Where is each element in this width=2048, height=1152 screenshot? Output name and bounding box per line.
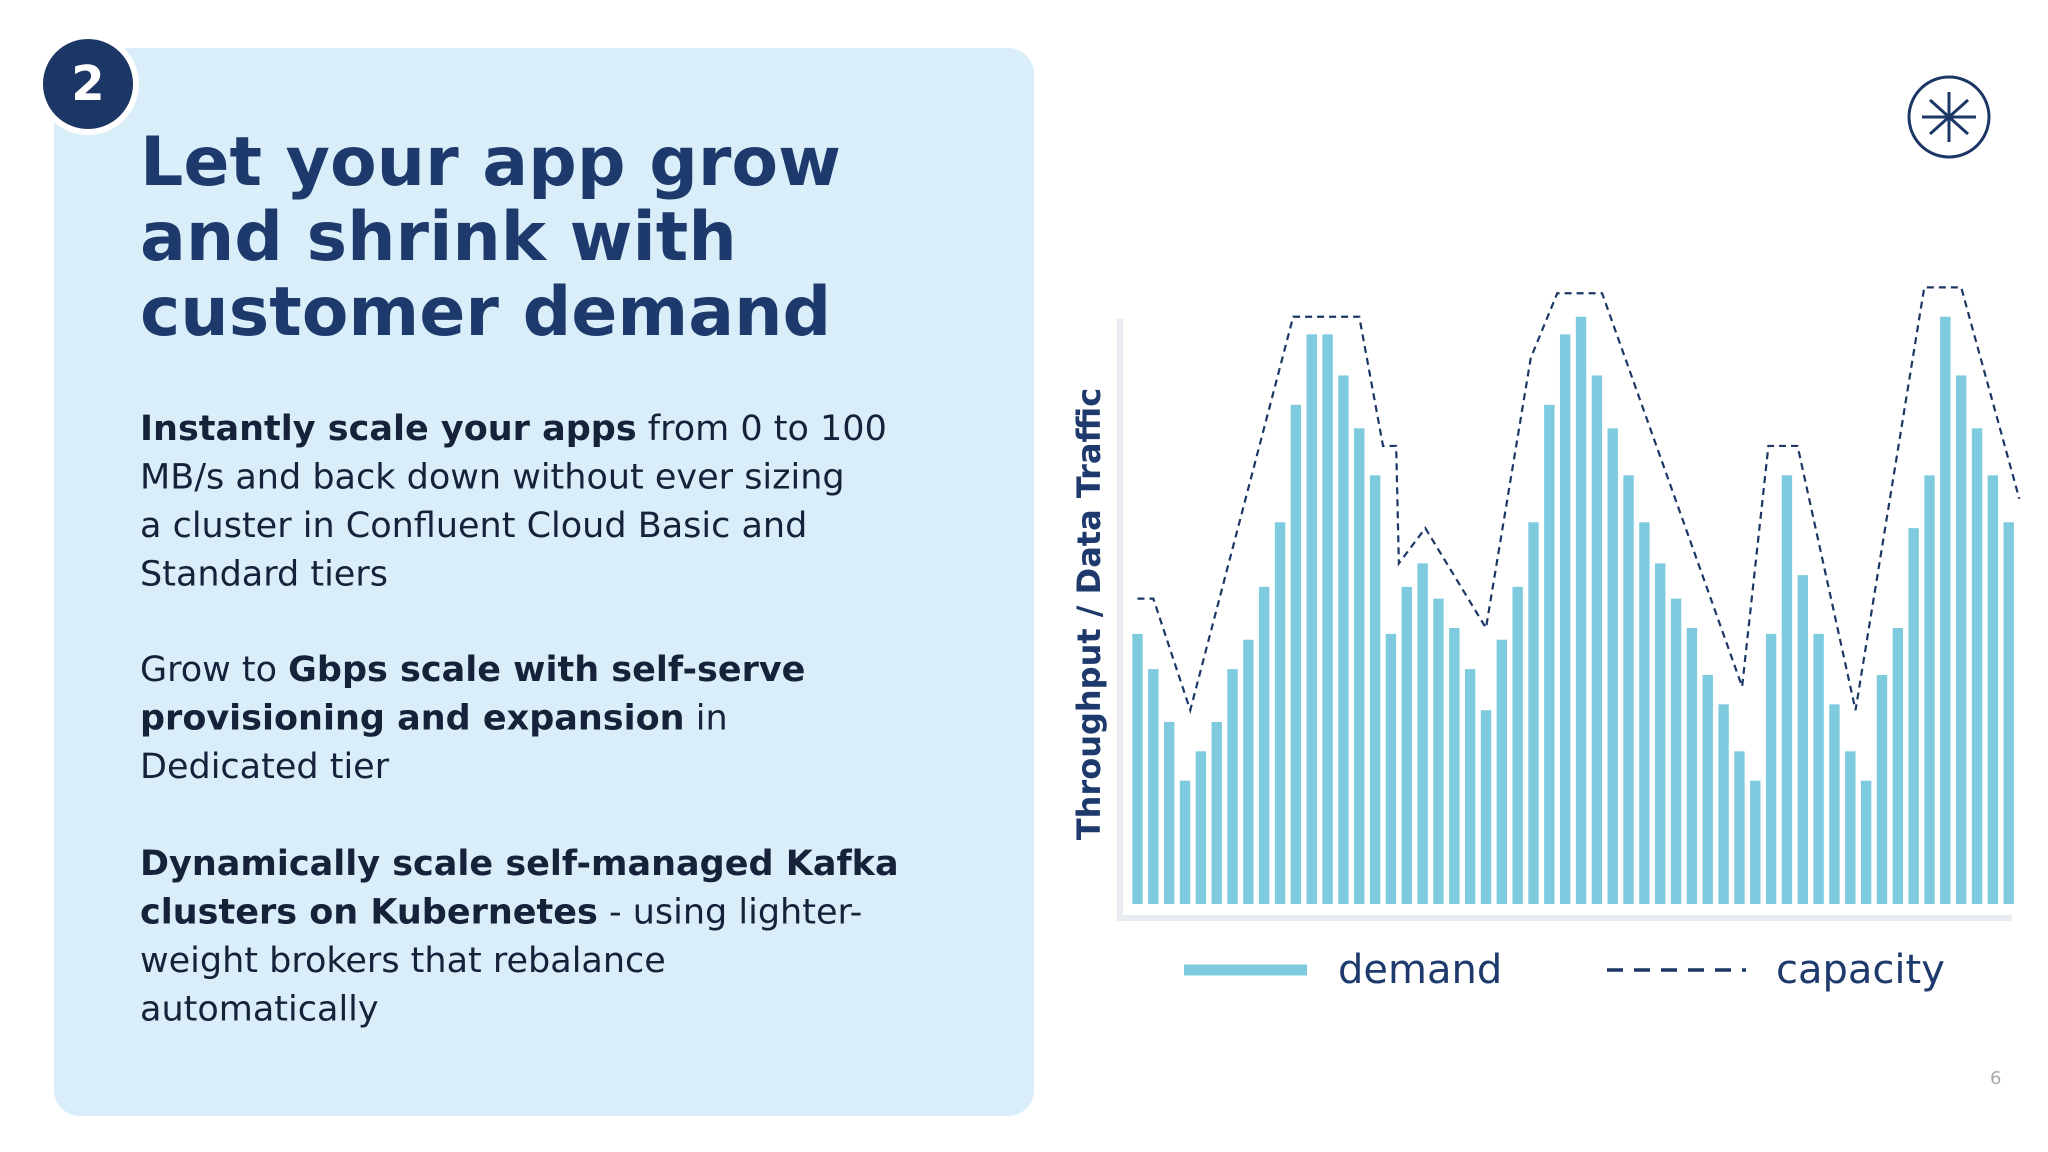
bar [1417,563,1428,904]
bar [1623,475,1634,904]
body-line: Instantly scale your apps from 0 to 100 [140,409,887,449]
step-number: 2 [71,56,104,112]
bar [1322,334,1333,904]
bar [1987,475,1999,904]
step-badge [37,33,139,135]
bar [1575,316,1587,904]
text-run: Dedicated tier [140,747,390,787]
bar [1433,598,1444,904]
legend-label: demand [1338,947,1502,993]
text-run: automatically [140,990,379,1030]
bar [1195,751,1207,904]
body-line: Dedicated tier [140,747,390,787]
text-run: a cluster in Confluent Cloud Basic and [140,506,807,546]
bar [1670,598,1682,904]
bar [1971,428,1983,904]
bar [1385,633,1397,904]
bar [1211,721,1222,904]
bar [1179,780,1191,904]
body-line: provisioning and expansion in [140,699,728,739]
slide-title: Let your app grow [140,123,841,202]
bar [1702,674,1713,904]
bar [1512,586,1523,904]
bar [1591,375,1603,904]
bar [1338,375,1349,904]
bar [1227,669,1238,904]
legend-label: capacity [1776,947,1945,993]
logo [1907,75,1991,159]
bar [1369,475,1381,904]
bar [1401,586,1412,904]
text-run: clusters on Kubernetes [140,893,598,933]
bar [1940,316,1951,904]
bar [1765,633,1777,904]
bar [1148,669,1159,904]
bar [1607,428,1618,904]
text-run: - using lighter- [598,893,862,933]
text-run: Grow to [140,650,288,690]
bar [1464,669,1476,904]
page-number: 6 [1990,1068,2001,1089]
body-line: weight brokers that rebalance [140,941,666,981]
bar [1829,704,1840,904]
bar [1449,627,1460,904]
bar [1259,586,1270,904]
bar [1528,522,1539,904]
bar [1718,704,1729,904]
bar [1686,627,1698,904]
body-line: Dynamically scale self-managed Kafka [140,844,899,884]
body-line: clusters on Kubernetes - using lighter- [140,893,862,933]
text-run: provisioning and expansion [140,699,685,739]
body-line: Standard tiers [140,555,388,595]
bar [1243,639,1254,904]
bar [1860,780,1872,904]
bar [2003,522,2014,904]
bar [1274,522,1286,904]
bar [1876,674,1888,904]
slide-title: and shrink with [140,198,737,277]
bar [1797,575,1808,904]
bar [1781,475,1793,904]
text-run: in [685,699,728,739]
bar [1908,528,1919,904]
text-run: Gbps scale with self-serve [288,650,805,690]
bar [1306,334,1317,904]
body-line: automatically [140,990,379,1030]
bar [1655,563,1666,904]
bar [1354,428,1365,904]
text-run: weight brokers that rebalance [140,941,666,981]
text-run: Dynamically scale self-managed Kafka [140,844,899,884]
text-panel [54,48,1034,1116]
capacity-line [1137,286,2021,715]
bar [1955,375,1967,904]
bar [1559,334,1571,904]
y-axis-label: Throughput / Data Traffic [1070,388,1108,840]
bar [1496,639,1508,904]
body-line: Grow to Gbps scale with self-serve [140,650,805,690]
text-run: MB/s and back down without ever sizing [140,458,845,498]
slide-title: customer demand [140,273,831,352]
bar [1132,633,1143,904]
body-line: a cluster in Confluent Cloud Basic and [140,506,807,546]
bar [1924,475,1935,904]
bar [1892,627,1904,904]
bar [1163,721,1175,904]
bar [1290,404,1302,904]
bar [1480,710,1492,904]
bar [1639,522,1650,904]
text-run: Standard tiers [140,555,388,595]
bar [1750,780,1761,904]
bar [1845,751,1856,904]
bar [1813,633,1824,904]
text-run: Instantly scale your apps [140,409,637,449]
body-line: MB/s and back down without ever sizing [140,458,845,498]
bar [1734,751,1745,904]
text-run: from 0 to 100 [637,409,887,449]
bar [1544,404,1555,904]
